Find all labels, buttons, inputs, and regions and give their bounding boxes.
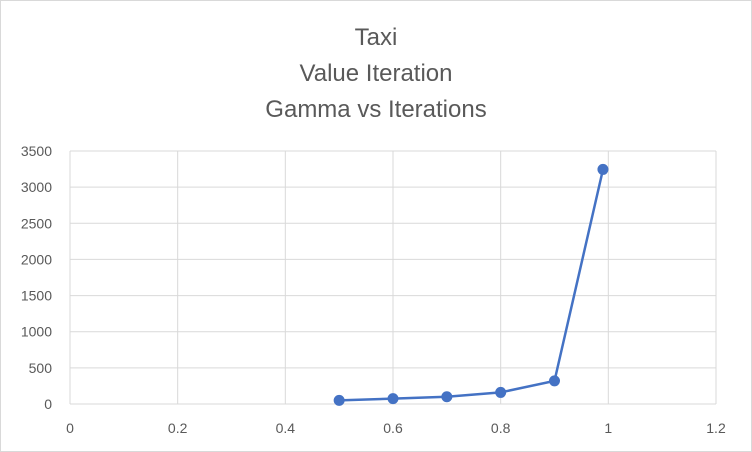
y-tick-label: 500	[29, 360, 53, 376]
y-tick-label: 1000	[21, 324, 52, 340]
chart-title-line-3: Gamma vs Iterations	[265, 96, 487, 123]
x-tick-label: 1	[604, 420, 612, 436]
x-tick-label: 0.2	[168, 420, 188, 436]
x-tick-label: 0.6	[383, 420, 403, 436]
series-line	[339, 169, 605, 402]
data-point	[333, 394, 345, 406]
y-tick-label: 0	[44, 396, 52, 412]
chart-title-line-1: Taxi	[354, 24, 398, 51]
chart-title-line-2: Value Iteration	[299, 60, 453, 87]
data-point	[441, 391, 453, 403]
y-tick-label: 2000	[21, 251, 52, 267]
y-tick-label: 3500	[21, 143, 52, 159]
data-point	[387, 393, 399, 405]
x-tick-label: 0	[66, 420, 74, 436]
data-point	[495, 386, 507, 398]
y-tick-label: 2500	[21, 215, 52, 231]
chart-title: Taxi Value Iteration Gamma vs Iterations	[0, 20, 752, 128]
y-tick-label: 1500	[21, 288, 52, 304]
x-tick-label: 0.8	[491, 420, 511, 436]
x-tick-label: 0.4	[276, 420, 296, 436]
x-tick-label: 1.2	[706, 420, 726, 436]
data-point	[597, 163, 609, 175]
y-tick-label: 3000	[21, 179, 52, 195]
data-point	[549, 375, 560, 387]
